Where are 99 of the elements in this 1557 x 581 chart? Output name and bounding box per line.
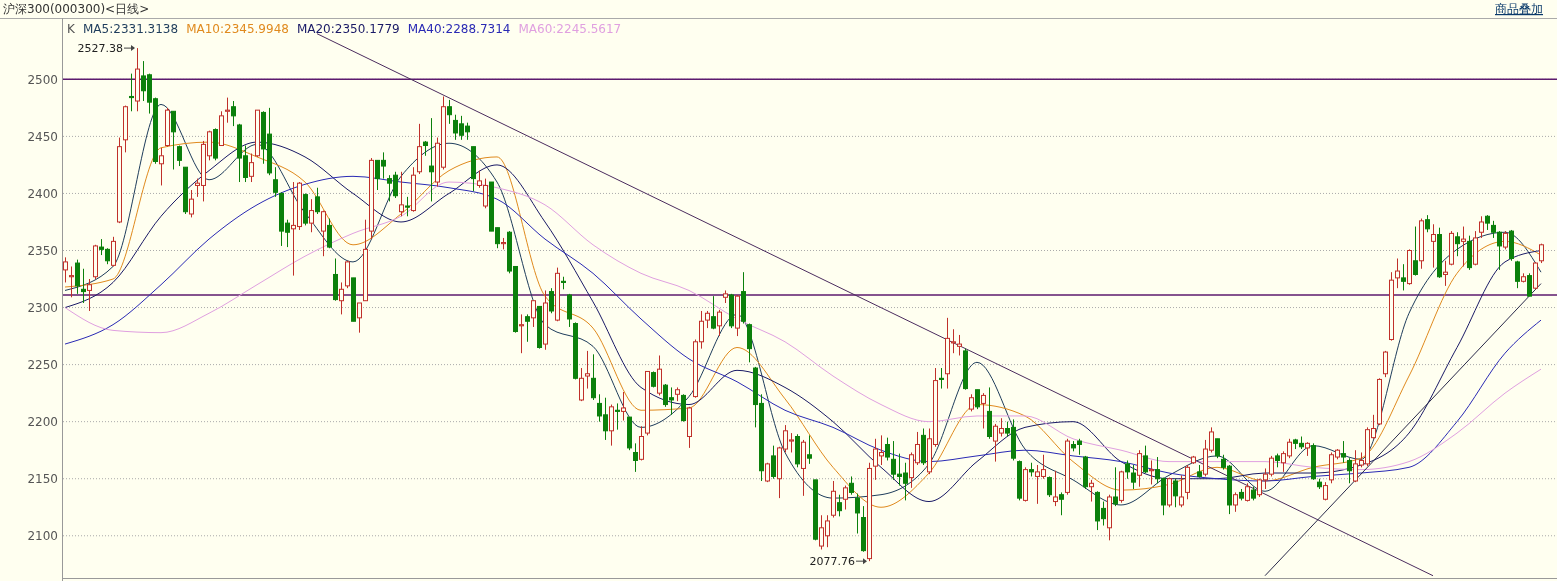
candlestick (1527, 272, 1532, 297)
candlestick (633, 442, 638, 473)
text: MA60:2245.5617 (518, 22, 622, 36)
candlestick (1431, 223, 1436, 269)
candlestick (1443, 260, 1448, 287)
candlestick (1479, 215, 1484, 239)
candlestick (939, 367, 944, 390)
y-tick-label: 2300 (27, 300, 58, 315)
candlestick (1179, 474, 1184, 508)
candlestick (447, 99, 452, 125)
candlestick (1245, 482, 1250, 503)
candlestick (339, 281, 344, 315)
candlestick (609, 404, 614, 447)
candlestick (87, 278, 92, 312)
candlestick (357, 302, 362, 334)
candlestick (615, 402, 620, 431)
candlestick (711, 295, 716, 330)
candlestick (585, 350, 590, 390)
candlestick (1053, 470, 1058, 507)
candlestick (231, 100, 236, 127)
candlestick (225, 97, 230, 124)
candlestick (1059, 491, 1064, 516)
text: MA20:2350.1779 (296, 22, 400, 36)
y-tick-label: 2200 (27, 414, 58, 429)
candlestick (1383, 350, 1388, 378)
candlestick (1413, 226, 1418, 277)
y-tick-label: 2500 (27, 72, 58, 87)
candlestick (321, 210, 326, 257)
text: MA40:2288.7314 (407, 22, 511, 36)
candlestick (1515, 260, 1520, 289)
candlestick (747, 323, 752, 363)
y-tick-label: 2400 (27, 186, 58, 201)
candlestick (1047, 475, 1052, 498)
candlestick (717, 309, 722, 337)
candlestick (855, 493, 860, 534)
candlestick (1173, 478, 1178, 508)
y-tick-label: 2450 (27, 129, 58, 144)
candlestick (69, 265, 74, 298)
candlestick (1089, 479, 1094, 503)
candlestick (1347, 457, 1352, 484)
y-tick-label: 2250 (27, 357, 58, 372)
candlestick (621, 391, 626, 422)
candlestick (771, 445, 776, 480)
candlestick (807, 434, 812, 465)
candlestick (1233, 491, 1238, 513)
candlestick (1113, 466, 1118, 507)
y-tick-label: 2100 (27, 528, 58, 543)
candlestick (1401, 263, 1406, 291)
candlestick (309, 198, 314, 233)
candlestick (1137, 449, 1142, 488)
candlestick (525, 313, 530, 343)
annotation: K (67, 22, 76, 36)
candlestick (63, 256, 68, 283)
candlestick (399, 171, 404, 217)
candlestick (111, 236, 116, 267)
candlestick (849, 475, 854, 496)
candlestick (327, 218, 332, 249)
candlestick (567, 293, 572, 328)
candlestick (837, 494, 842, 517)
candlestick (1149, 459, 1154, 485)
annotation: 2527.38 (77, 42, 123, 56)
candlestick (1215, 438, 1220, 459)
candlestick (1341, 440, 1346, 464)
candlestick (345, 260, 350, 289)
candlestick (591, 353, 596, 401)
candlestick (639, 425, 644, 461)
candlestick (129, 73, 134, 112)
candlestick (159, 147, 164, 186)
annotation: 2077.76 (809, 555, 855, 569)
candlestick (1143, 445, 1148, 474)
candlestick (579, 367, 584, 402)
candlestick (531, 300, 536, 328)
candlestick (429, 117, 434, 202)
y-tick-label: 2350 (27, 243, 58, 258)
candlestick (1455, 231, 1460, 257)
chart-title: 沪深300(000300)<日线> (3, 2, 150, 16)
candlestick (885, 437, 890, 461)
text: MA10:2345.9948 (186, 22, 289, 36)
candlestick (843, 485, 848, 511)
text: MA5:2331.3138 (83, 22, 179, 36)
candlestick (657, 354, 662, 396)
candlestick (315, 187, 320, 215)
candlestick (273, 166, 278, 198)
candlestick (75, 259, 80, 295)
candlestick (171, 110, 176, 170)
candlestick (831, 480, 836, 519)
candlestick (405, 196, 410, 217)
candlestick (975, 389, 980, 410)
y-tick-label: 2150 (27, 471, 58, 486)
candlestick (549, 287, 554, 314)
candlestick (1503, 230, 1508, 250)
candlestick (981, 392, 986, 430)
candlestick (1461, 226, 1466, 267)
candlestick (249, 153, 254, 183)
candlestick (81, 268, 86, 304)
candlestick (189, 189, 194, 218)
candlestick (1395, 257, 1400, 289)
candlestick (519, 313, 524, 354)
text: 商品叠加 (1495, 2, 1543, 16)
